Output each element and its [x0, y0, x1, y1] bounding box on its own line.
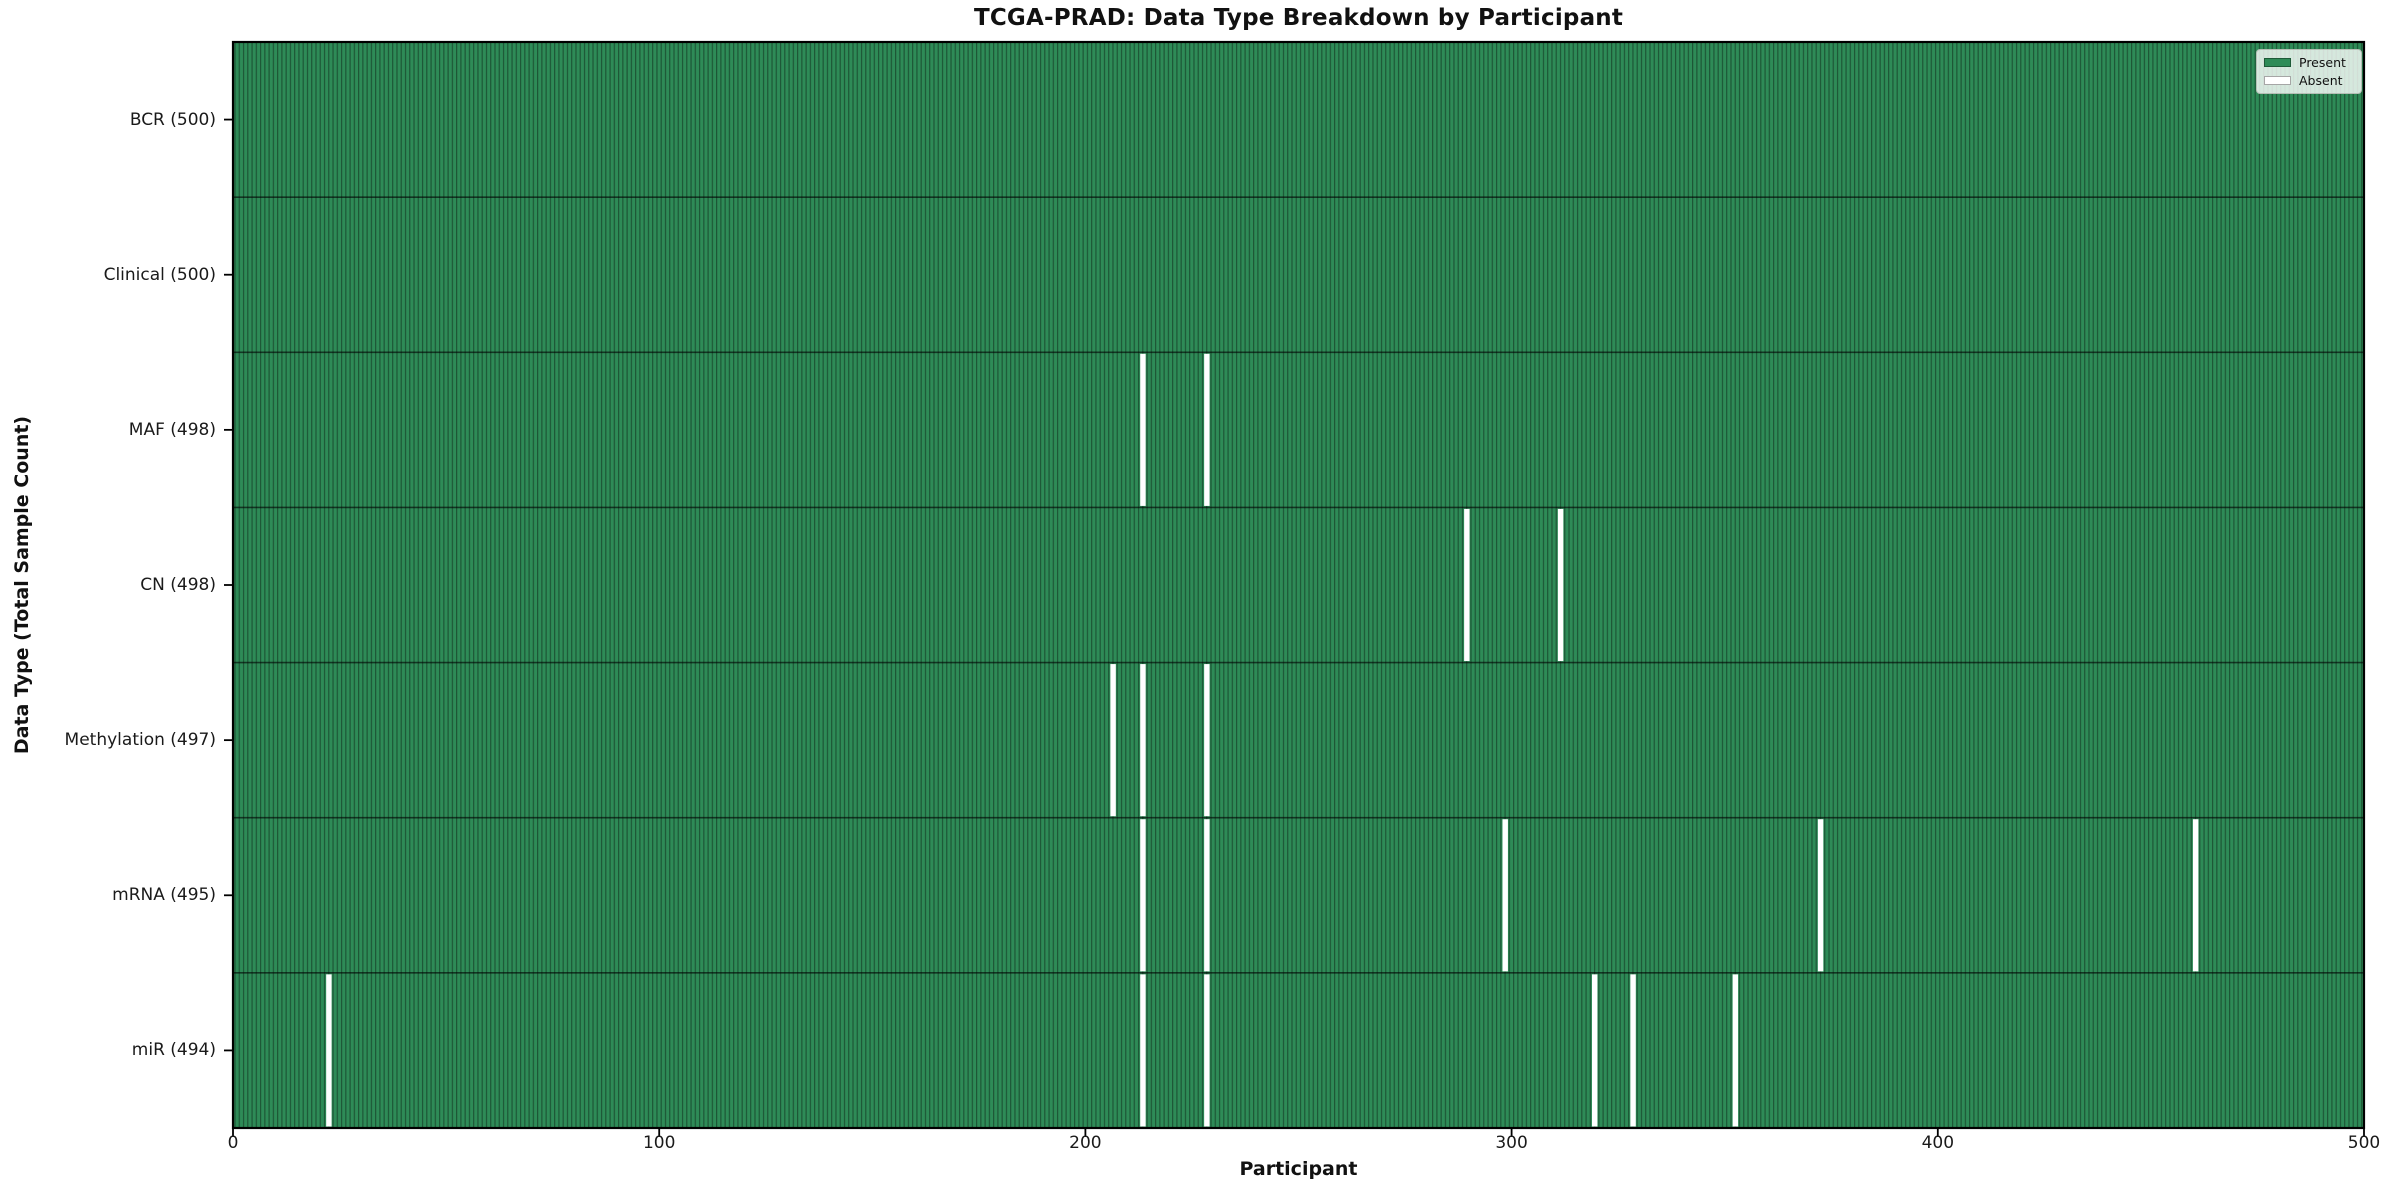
y-tick-label: Clinical (500)	[103, 264, 216, 285]
legend-swatch-absent-icon	[2264, 76, 2291, 85]
legend-label-present: Present	[2299, 55, 2346, 70]
y-tick-label: miR (494)	[131, 1040, 216, 1061]
page-title: TCGA-PRAD: Data Type Breakdown by Partic…	[973, 5, 1624, 31]
y-tick-label: Methylation (497)	[64, 730, 216, 751]
x-tick-label: 200	[1069, 1133, 1102, 1153]
legend: Present Absent	[2256, 49, 2362, 94]
legend-item-absent: Absent	[2264, 73, 2354, 88]
y-tick-label: mRNA (495)	[112, 885, 216, 906]
x-tick-label: 300	[1495, 1133, 1528, 1153]
legend-item-present: Present	[2264, 55, 2354, 70]
x-axis-title: Participant	[1239, 1158, 1358, 1180]
y-tick-label: BCR (500)	[129, 109, 216, 130]
x-tick-label: 100	[642, 1133, 676, 1153]
legend-swatch-present-icon	[2264, 58, 2291, 67]
x-tick-label: 400	[1921, 1133, 1955, 1153]
y-tick-label: MAF (498)	[128, 419, 216, 440]
legend-label-absent: Absent	[2299, 73, 2343, 88]
x-tick-label: 500	[2347, 1133, 2381, 1153]
x-tick-label: 0	[227, 1133, 239, 1153]
y-tick-label: CN (498)	[140, 575, 216, 595]
